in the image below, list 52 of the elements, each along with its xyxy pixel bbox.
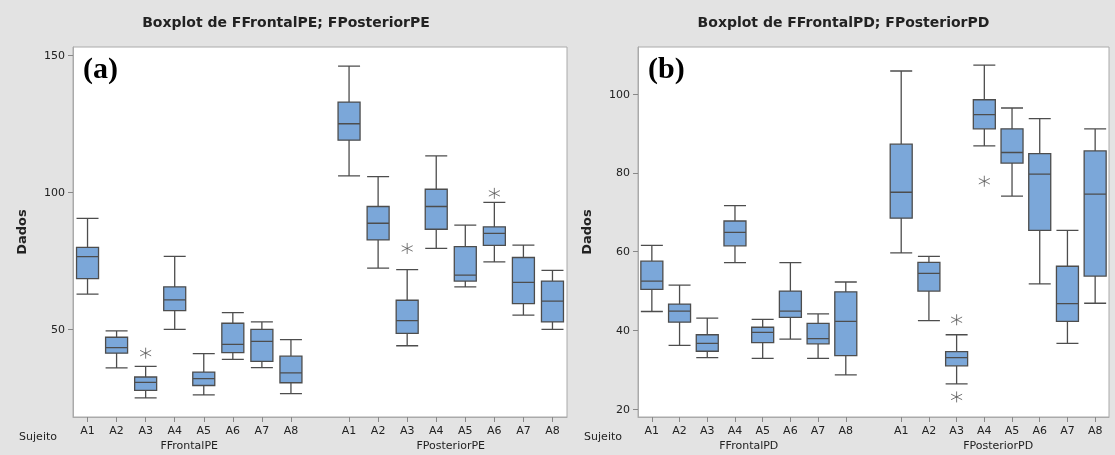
y-tick-label: 80: [616, 166, 630, 180]
x-tick-label: A8: [1087, 424, 1103, 437]
y-tick-label: 50: [51, 322, 65, 336]
text: FFrontalPE: [160, 439, 219, 452]
y-tick-label: 100: [44, 185, 65, 199]
x-tick-label: A5: [458, 424, 473, 437]
x-tick-label: A8: [283, 424, 299, 437]
x-tick-label: A6: [487, 424, 502, 437]
x-tick-label: A7: [254, 424, 270, 437]
x-tick-label: A4: [428, 424, 444, 437]
x-tick-label: A7: [810, 424, 826, 437]
x-tick-label: A2: [672, 424, 687, 437]
x-tick-label: A6: [225, 424, 241, 437]
chart-title: Boxplot de FFrontalPD; FPosteriorPD: [697, 14, 990, 30]
x-tick-label: A6: [783, 424, 798, 437]
y-tick-label: 150: [44, 48, 65, 62]
x-tick-label: A4: [977, 424, 992, 437]
y-tick-label: 40: [616, 323, 630, 337]
y-axis-title: Dados: [14, 208, 29, 255]
x-tick-label: A3: [399, 424, 415, 437]
x-axis-title: Sujeito: [19, 430, 58, 443]
text: FFrontalPD: [719, 439, 779, 452]
chart-title: Boxplot de FFrontalPE; FPosteriorPE: [142, 14, 430, 30]
x-tick-label: A1: [644, 424, 660, 437]
x-tick-label: A8: [838, 424, 854, 437]
chart-subtitle: (b): [648, 50, 685, 85]
x-tick-label: A7: [516, 424, 531, 437]
x-tick-label: A3: [138, 424, 153, 437]
x-tick-label: A3: [949, 424, 964, 437]
x-tick-label: A1: [341, 424, 357, 437]
chart-subtitle: (a): [83, 50, 118, 85]
x-tick-label: A7: [1060, 424, 1075, 437]
x-tick-label: A4: [167, 424, 182, 437]
x-tick-label: A5: [755, 424, 770, 437]
y-tick-label: 20: [616, 402, 630, 416]
text: FPosteriorPD: [963, 439, 1034, 452]
x-tick-label: A1: [893, 424, 909, 437]
x-tick-label: A5: [1004, 424, 1020, 437]
x-axis-title: Sujeito: [584, 430, 623, 443]
x-tick-label: A2: [921, 424, 937, 437]
y-tick-label: 60: [616, 245, 630, 259]
x-tick-label: A6: [1032, 424, 1047, 437]
x-tick-label: A3: [700, 424, 715, 437]
x-tick-label: A2: [370, 424, 386, 437]
y-axis-title: Dados: [579, 208, 594, 255]
x-tick-label: A8: [545, 424, 560, 437]
text: FPosteriorPE: [416, 439, 486, 452]
x-tick-label: A5: [196, 424, 212, 437]
x-tick-label: A4: [727, 424, 743, 437]
x-tick-label: A2: [109, 424, 124, 437]
y-tick-label: 100: [609, 87, 630, 101]
x-tick-label: A1: [80, 424, 95, 437]
